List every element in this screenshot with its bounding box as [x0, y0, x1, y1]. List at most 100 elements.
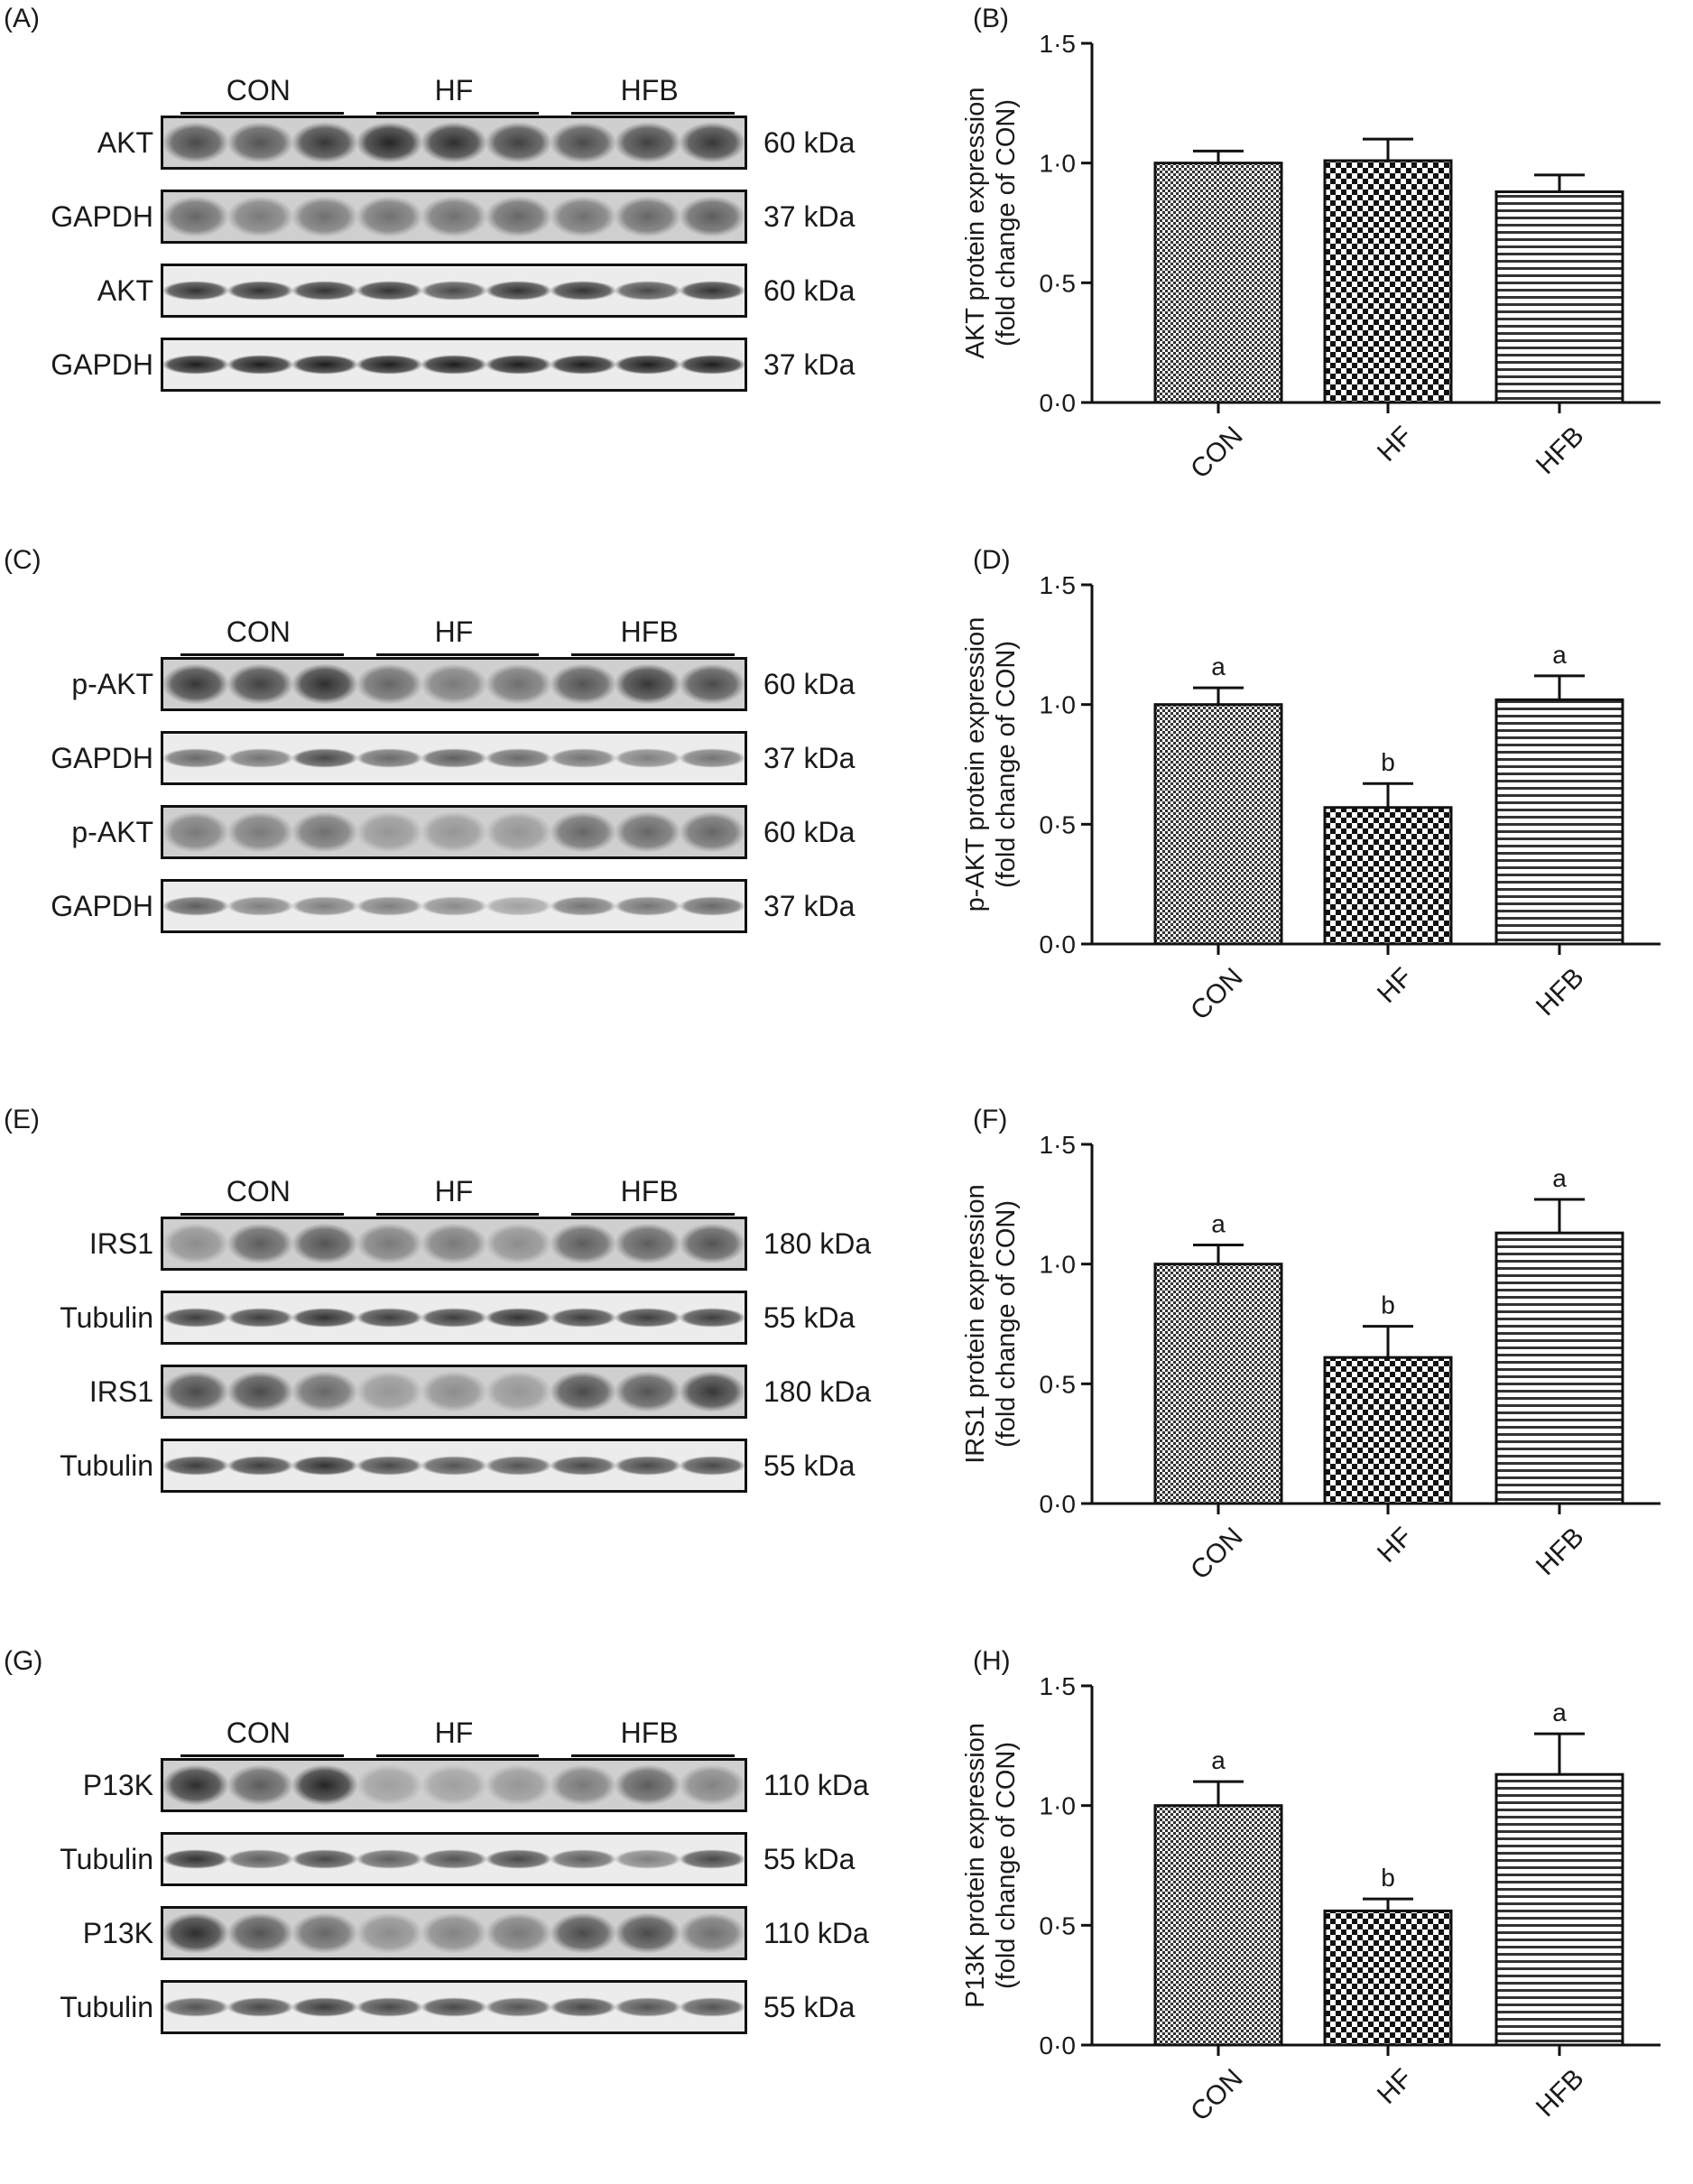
blot-band: [356, 281, 423, 301]
band-label: GAPDH: [51, 890, 153, 922]
y-tick-label: 1·0: [1040, 150, 1076, 178]
blot-band: [420, 1223, 488, 1264]
blot-strip: [161, 1439, 747, 1493]
blot-band: [485, 281, 552, 301]
blot-band: [485, 1456, 552, 1476]
blot-band: [356, 196, 423, 237]
blot-band: [420, 122, 488, 163]
x-tick-label: HF: [1372, 2063, 1419, 2110]
blot-band: [614, 355, 681, 375]
blot-band: [420, 1456, 488, 1476]
y-tick-label: 1·5: [1040, 571, 1076, 599]
blot-band: [356, 663, 423, 705]
bar: [1494, 190, 1624, 404]
band-label: p-AKT: [71, 668, 153, 700]
blot-bands: [163, 1764, 745, 1806]
lane-group-line: [180, 1754, 344, 1757]
blot-band: [614, 196, 681, 237]
blot-band: [614, 1997, 681, 2017]
blot-strip: [161, 1832, 747, 1886]
blot-band: [679, 896, 745, 916]
blot-band: [163, 281, 229, 301]
blot-bands: [163, 1223, 745, 1264]
molecular-weight-label: 55 kDa: [763, 1843, 856, 1875]
y-tick-label: 1·5: [1040, 30, 1076, 58]
y-axis-label-unit: (fold change of CON): [992, 1200, 1021, 1448]
blot-band: [163, 196, 229, 237]
blot-band: [485, 122, 552, 163]
blot-band: [679, 1912, 745, 1954]
blot-band: [227, 896, 294, 916]
blot-panel-label: (E): [4, 1105, 40, 1134]
blot-band: [485, 355, 552, 375]
lane-group-line: [571, 1754, 735, 1757]
band-label: p-AKT: [71, 816, 153, 848]
blot-band: [614, 1764, 681, 1806]
blot-bands: [163, 1912, 745, 1954]
blot-band: [163, 811, 229, 853]
y-tick-label: 0·5: [1040, 1911, 1076, 1939]
lane-group-line: [180, 1213, 344, 1216]
blot-strip: [161, 1217, 747, 1271]
blot-strip: [161, 805, 747, 859]
lane-group-line: [180, 112, 344, 115]
band-label: P13K: [82, 1917, 153, 1949]
lane-group-label: CON: [226, 1717, 291, 1749]
molecular-weight-label: 55 kDa: [763, 1449, 856, 1482]
blot-strip: [161, 1906, 747, 1960]
blot-band: [291, 1912, 359, 1954]
blot-band: [227, 1849, 294, 1869]
blot-band: [614, 1223, 681, 1264]
blot-band: [356, 1223, 423, 1264]
lane-group-label: HF: [434, 615, 474, 648]
blot-band: [549, 1308, 617, 1328]
blot-band: [420, 1308, 488, 1328]
blot-band: [549, 281, 617, 301]
y-tick-label: 0·0: [1040, 930, 1076, 958]
significance-letter: a: [1552, 1698, 1567, 1726]
molecular-weight-label: 60 kDa: [763, 274, 856, 307]
lane-group-label: HFB: [620, 1175, 679, 1208]
blot-band: [679, 122, 745, 163]
blot-band: [356, 896, 423, 916]
lane-group-label: CON: [226, 74, 291, 106]
bar-chart: (B) 0·0 0·5 1·0 1·5 AKT protein expression (fo…: [957, 0, 1679, 532]
y-axis-label: AKT protein expression: [961, 88, 990, 359]
bar: [1153, 703, 1283, 946]
blot-strip: [161, 190, 747, 244]
blot-band: [163, 748, 229, 768]
blot-band: [614, 1456, 681, 1476]
y-tick-label: 0·0: [1040, 389, 1076, 417]
y-axis-label-unit: (fold change of CON): [992, 641, 1021, 888]
blot-band: [356, 1849, 423, 1869]
figure-row: (E) CON HF HFB IRS1 180 kDa Tubulin 55 kDa IRS1 1…: [0, 1101, 1693, 1643]
lane-group-label: HFB: [620, 1717, 679, 1749]
blot-band: [163, 1849, 229, 1869]
figure-row: (C) CON HF HFB p-AKT 60 kDa GAPDH 37 kDa p-AKT 60…: [0, 541, 1693, 1083]
significance-letter: b: [1381, 748, 1395, 776]
blot-strip: [161, 338, 747, 392]
molecular-weight-label: 55 kDa: [763, 1301, 856, 1334]
molecular-weight-label: 60 kDa: [763, 816, 856, 848]
blot-band: [356, 1371, 423, 1412]
blot-band: [614, 896, 681, 916]
bar: [1323, 1909, 1453, 2047]
y-axis-label-unit: (fold change of CON): [992, 99, 1021, 347]
blot-band: [163, 1912, 229, 1954]
blot-strip: [161, 116, 747, 170]
chart-panel-label: (B): [973, 4, 1009, 33]
blot-band: [163, 663, 229, 705]
blot-band: [291, 1997, 359, 2017]
blot-band: [679, 1997, 745, 2017]
blot-band: [227, 355, 294, 375]
blot-band: [485, 1308, 552, 1328]
blot-band: [679, 281, 745, 301]
band-label: Tubulin: [60, 1301, 153, 1334]
bar: [1494, 1772, 1624, 2047]
blot-band: [420, 1371, 488, 1412]
blot-band: [679, 196, 745, 237]
blot-band: [614, 663, 681, 705]
lane-group-line: [375, 653, 540, 656]
blot-band: [679, 1223, 745, 1264]
blot-band: [485, 1849, 552, 1869]
